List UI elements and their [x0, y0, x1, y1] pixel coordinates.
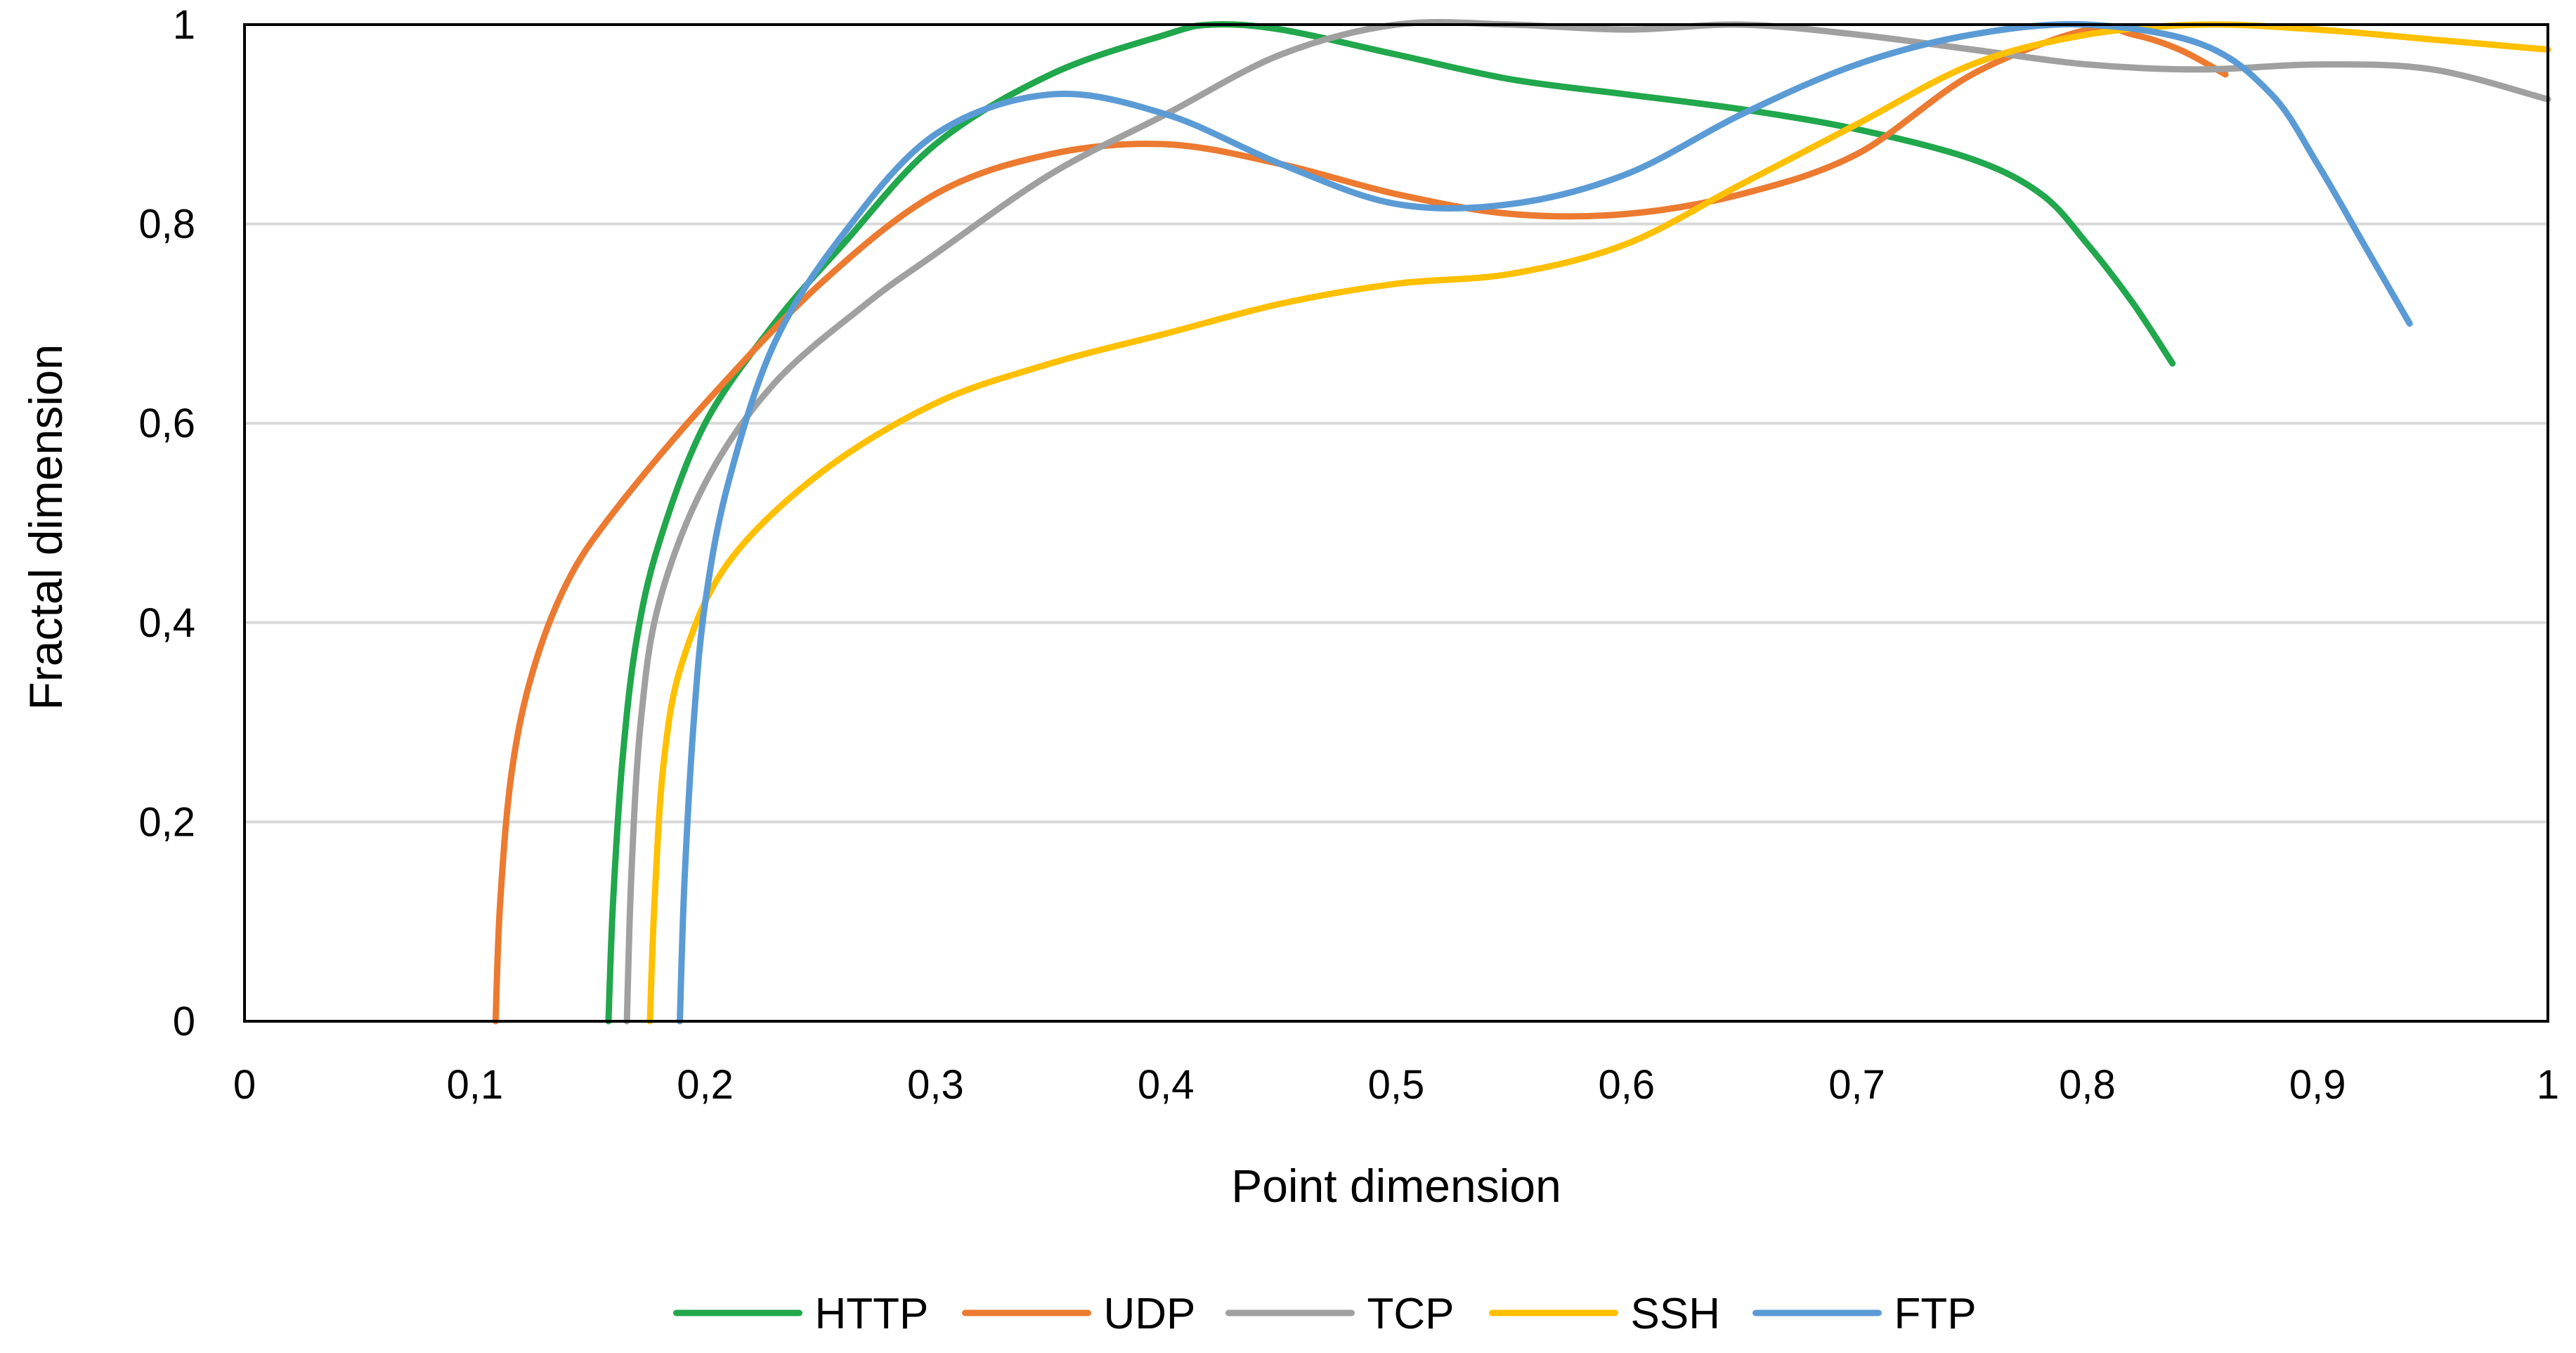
- plot-area-border: [243, 23, 2549, 1023]
- x-tick-label: 1: [2537, 1062, 2559, 1108]
- axes: [243, 23, 2549, 1023]
- y-axis-title: Fractal dimension: [20, 344, 72, 711]
- y-tick-label: 0,2: [138, 799, 195, 845]
- legend-label-http: HTTP: [815, 1290, 929, 1338]
- series-lines: [492, 19, 2551, 1025]
- legend-label-ftp: FTP: [1894, 1290, 1977, 1338]
- x-tick-label: 0,6: [1598, 1062, 1655, 1108]
- series-line-http: [605, 21, 2176, 1025]
- series-line-ftp: [677, 21, 2413, 1025]
- legend-label-tcp: TCP: [1367, 1290, 1455, 1338]
- series-line-tcp: [623, 19, 2551, 1025]
- y-tick-labels: 0 0,2 0,4 0,6 0,8 1: [138, 2, 195, 1044]
- y-tick-label: 0,4: [138, 600, 195, 646]
- series-line-udp: [492, 24, 2229, 1025]
- x-tick-label: 0,7: [1828, 1062, 1885, 1108]
- y-tick-label: 0: [173, 999, 195, 1044]
- y-tick-label: 0,8: [138, 202, 195, 247]
- legend-label-ssh: SSH: [1631, 1290, 1720, 1338]
- x-tick-label: 0: [233, 1062, 256, 1108]
- x-tick-label: 0,4: [1138, 1062, 1195, 1108]
- x-tick-label: 0,9: [2289, 1062, 2346, 1108]
- x-axis-title: Point dimension: [1231, 1160, 1561, 1212]
- legend: HTTP UDP TCP SSH FTP: [673, 1290, 1977, 1338]
- x-tick-label: 0,3: [907, 1062, 964, 1108]
- y-tick-label: 1: [173, 2, 195, 48]
- x-tick-label: 0,1: [446, 1062, 503, 1108]
- series-line-ssh: [646, 21, 2551, 1025]
- y-tick-label: 0,6: [138, 401, 195, 446]
- gridlines: [245, 23, 2548, 824]
- x-tick-label: 0,8: [2059, 1062, 2116, 1108]
- legend-label-udp: UDP: [1104, 1290, 1196, 1338]
- x-tick-labels: 0 0,1 0,2 0,3 0,4 0,5 0,6 0,7 0,8 0,9 1: [233, 1062, 2559, 1108]
- x-tick-label: 0,2: [677, 1062, 734, 1108]
- x-tick-label: 0,5: [1368, 1062, 1425, 1108]
